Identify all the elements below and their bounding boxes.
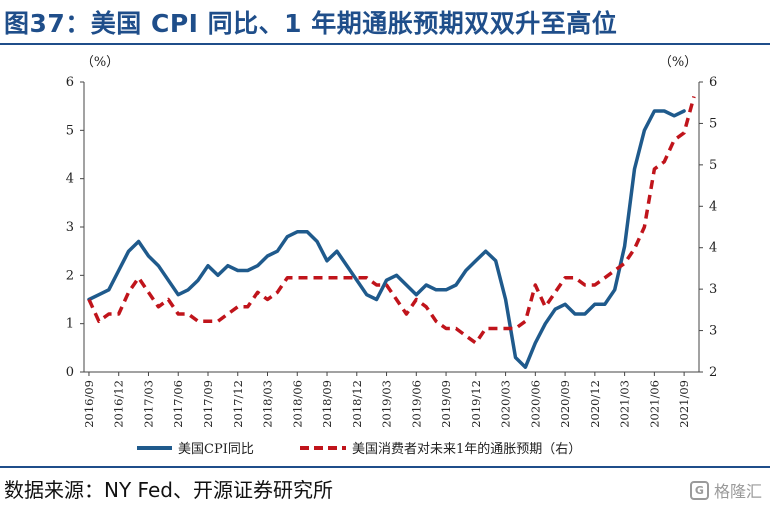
axes	[83, 82, 700, 373]
watermark-logo-icon: G	[689, 480, 709, 500]
series-layer	[87, 96, 696, 369]
right-tick-label: 5	[709, 116, 717, 131]
x-tick-label: 2016/12	[112, 380, 126, 428]
x-tick-label: 2019/06	[409, 380, 423, 428]
left-tick-label: 2	[66, 268, 74, 283]
x-tick-label: 2019/03	[380, 380, 394, 428]
left-tick-label: 5	[66, 123, 74, 138]
legend: 美国CPI同比 美国消费者对未来1年的通胀预期（右）	[137, 441, 581, 457]
x-tick-label: 2018/12	[350, 380, 364, 428]
left-tick-label: 1	[66, 317, 74, 332]
left-axis-ticks: 0 1 2 3 4 5 6	[66, 75, 84, 380]
watermark-text: 格隆汇	[713, 482, 762, 501]
x-tick-label: 2018/06	[290, 380, 304, 428]
x-tick-label: 2017/03	[141, 380, 155, 428]
x-tick-label: 2017/12	[231, 380, 245, 428]
x-tick-label: 2018/09	[320, 380, 334, 428]
left-axis-unit: （%）	[81, 55, 119, 70]
x-tick-label: 2019/12	[469, 380, 483, 428]
legend-label-cpi: 美国CPI同比	[178, 442, 254, 457]
right-tick-label: 5	[709, 158, 717, 173]
right-tick-label: 3	[709, 282, 717, 297]
x-tick-label: 2020/09	[558, 380, 572, 428]
x-tick-label: 2020/12	[588, 380, 602, 428]
title-divider	[0, 43, 770, 45]
watermark: G 格隆汇	[689, 478, 762, 502]
right-tick-label: 3	[709, 324, 717, 339]
x-tick-label: 2017/09	[201, 380, 215, 428]
x-tick-label: 2020/06	[528, 380, 542, 428]
left-tick-label: 0	[66, 365, 74, 380]
right-tick-label: 2	[709, 365, 717, 380]
right-tick-label: 4	[709, 241, 717, 256]
x-tick-label: 2021/09	[677, 380, 691, 428]
right-axis-unit: （%）	[659, 55, 697, 70]
x-axis-ticks: 2016/09 2016/12 2017/03 2017/06 2017/09 2017/…	[82, 372, 691, 428]
x-tick-label: 2021/03	[618, 380, 632, 428]
left-tick-label: 6	[66, 75, 74, 90]
right-tick-label: 4	[709, 199, 717, 214]
right-axis-ticks: 2 3 3 4 4 5 5 6	[699, 75, 717, 380]
source-divider	[0, 466, 770, 468]
x-tick-label: 2016/09	[82, 380, 96, 428]
legend-label-expectation: 美国消费者对未来1年的通胀预期（右）	[352, 441, 581, 457]
source-note: 数据来源：NY Fed、开源证券研究所	[4, 478, 333, 502]
left-tick-label: 3	[66, 220, 74, 235]
series-line-expectation	[87, 96, 696, 345]
x-tick-label: 2021/06	[647, 380, 661, 428]
x-tick-label: 2020/03	[499, 380, 513, 428]
left-tick-label: 4	[66, 172, 74, 187]
series-line-cpi	[87, 109, 686, 369]
chart-title: 图37：美国 CPI 同比、1 年期通胀预期双双升至高位	[4, 9, 618, 38]
x-tick-label: 2019/09	[439, 380, 453, 428]
x-tick-label: 2017/06	[171, 380, 185, 428]
right-tick-label: 6	[709, 75, 717, 90]
x-tick-label: 2018/03	[261, 380, 275, 428]
